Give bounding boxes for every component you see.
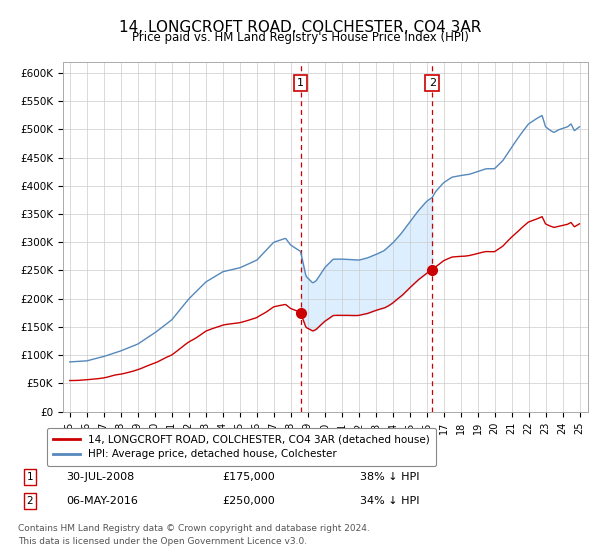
Text: This data is licensed under the Open Government Licence v3.0.: This data is licensed under the Open Gov… [18, 538, 307, 547]
Text: £250,000: £250,000 [222, 496, 275, 506]
Text: 34% ↓ HPI: 34% ↓ HPI [360, 496, 419, 506]
Text: 1: 1 [26, 472, 34, 482]
Legend: 14, LONGCROFT ROAD, COLCHESTER, CO4 3AR (detached house), HPI: Average price, de: 14, LONGCROFT ROAD, COLCHESTER, CO4 3AR … [47, 428, 436, 466]
Text: £175,000: £175,000 [222, 472, 275, 482]
Text: Price paid vs. HM Land Registry's House Price Index (HPI): Price paid vs. HM Land Registry's House … [131, 31, 469, 44]
Text: 1: 1 [297, 78, 304, 88]
Text: 14, LONGCROFT ROAD, COLCHESTER, CO4 3AR: 14, LONGCROFT ROAD, COLCHESTER, CO4 3AR [119, 20, 481, 35]
Text: 2: 2 [429, 78, 436, 88]
Text: 30-JUL-2008: 30-JUL-2008 [66, 472, 134, 482]
Text: 38% ↓ HPI: 38% ↓ HPI [360, 472, 419, 482]
Text: 06-MAY-2016: 06-MAY-2016 [66, 496, 138, 506]
Text: Contains HM Land Registry data © Crown copyright and database right 2024.: Contains HM Land Registry data © Crown c… [18, 524, 370, 533]
Text: 2: 2 [26, 496, 34, 506]
